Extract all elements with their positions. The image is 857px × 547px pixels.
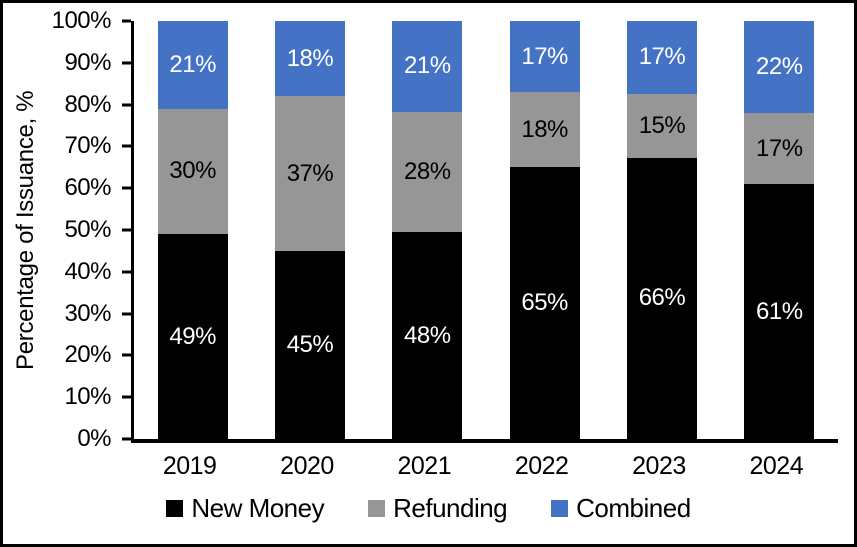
legend-label: Refunding	[393, 493, 508, 523]
y-axis-tick-label: 50%	[64, 216, 111, 243]
legend-item-new-money: New Money	[166, 493, 325, 524]
legend-label: Combined	[576, 493, 691, 523]
segment-data-label: 37%	[286, 159, 334, 187]
segment-new-money: 45%	[274, 250, 345, 439]
y-axis-tick-label: 70%	[64, 132, 111, 160]
x-axis-label-2021: 2021	[397, 452, 452, 480]
legend-item-combined: Combined	[551, 493, 691, 524]
segment-combined: 22%	[744, 21, 815, 113]
legend-swatch-icon	[368, 500, 386, 517]
segment-refunding: 15%	[626, 93, 697, 158]
segment-data-label: 28%	[404, 157, 451, 185]
segment-new-money: 48%	[392, 232, 463, 439]
y-axis-tick-mark	[122, 312, 131, 316]
segment-combined: 21%	[157, 21, 228, 109]
y-axis-tick-label: 40%	[64, 257, 111, 285]
segment-data-label: 17%	[638, 43, 686, 71]
segment-data-label: 17%	[756, 134, 803, 162]
segment-data-label: 65%	[521, 289, 568, 317]
y-axis-tick-mark	[122, 228, 131, 232]
segment-data-label: 45%	[286, 330, 334, 358]
segment-combined: 21%	[392, 21, 463, 112]
y-axis-tick-label: 100%	[51, 7, 112, 34]
legend-label: New Money	[191, 493, 325, 523]
y-axis-tick-mark	[122, 19, 131, 23]
segment-data-label: 22%	[756, 53, 803, 80]
y-axis-tick-label: 0%	[77, 425, 111, 452]
segment-refunding: 17%	[744, 112, 815, 185]
segment-combined: 17%	[509, 21, 580, 93]
segment-data-label: 49%	[169, 322, 216, 350]
bars-container: 49% 30% 21% 45% 37% 18% 48% 28% 21% 65% 18% 17% 66% 1…	[134, 21, 838, 439]
x-axis-label-2024: 2024	[749, 452, 804, 480]
segment-refunding: 37%	[274, 96, 345, 251]
plot-area: 49% 30% 21% 45% 37% 18% 48% 28% 21% 65% 18% 17% 66% 1…	[122, 19, 838, 443]
legend-swatch-icon	[551, 500, 569, 517]
bar-slot-2019: 49% 30% 21%	[134, 21, 251, 439]
y-axis-tick-mark	[122, 437, 131, 441]
segment-data-label: 21%	[169, 50, 216, 78]
segment-data-label: 66%	[638, 284, 686, 312]
y-axis-tick-mark	[122, 270, 131, 274]
segment-combined: 17%	[626, 21, 697, 94]
y-axis-tick-label: 10%	[64, 383, 111, 411]
y-axis-tick-mark	[122, 186, 131, 190]
segment-data-label: 18%	[286, 44, 334, 72]
stacked-bar-2024: 61% 17% 22%	[744, 21, 815, 439]
segment-new-money: 66%	[626, 157, 697, 439]
segment-combined: 18%	[274, 21, 345, 97]
y-axis-tick-mark	[122, 395, 131, 399]
x-axis-labels: 2019 2020 2021 2022 2023 2024	[131, 452, 835, 481]
segment-new-money: 49%	[157, 234, 228, 439]
y-axis-tick-mark	[122, 61, 131, 65]
bar-slot-2024: 61% 17% 22%	[721, 21, 838, 439]
y-axis-tick-label: 20%	[64, 341, 111, 369]
y-axis-tick-mark	[122, 353, 131, 357]
stacked-bar-2021: 48% 28% 21%	[392, 21, 463, 439]
x-axis-label-2019: 2019	[162, 452, 217, 480]
y-axis-tick-label: 60%	[64, 174, 111, 202]
y-axis-tick-labels: 0% 10% 20% 30% 40% 50% 60% 70% 80% 90% 100%	[3, 9, 112, 451]
stacked-bar-2023: 66% 15% 17%	[626, 21, 697, 439]
segment-data-label: 30%	[169, 157, 216, 185]
x-axis-label-2020: 2020	[280, 452, 334, 480]
bar-slot-2022: 65% 18% 17%	[486, 21, 603, 439]
y-axis-tick-label: 90%	[64, 48, 111, 76]
segment-refunding: 28%	[392, 111, 463, 233]
stacked-bar-2020: 45% 37% 18%	[274, 21, 345, 439]
segment-data-label: 18%	[521, 115, 568, 143]
bar-slot-2023: 66% 15% 17%	[603, 21, 720, 439]
segment-data-label: 21%	[404, 52, 451, 80]
legend-swatch-icon	[166, 500, 184, 517]
legend: New Money Refunding Combined	[3, 493, 854, 524]
bar-slot-2020: 45% 37% 18%	[251, 21, 368, 439]
segment-data-label: 17%	[521, 42, 568, 70]
legend-item-refunding: Refunding	[368, 493, 508, 524]
segment-refunding: 18%	[509, 92, 580, 168]
segment-new-money: 61%	[744, 184, 815, 439]
y-axis-tick-mark	[122, 103, 131, 107]
segment-refunding: 30%	[157, 108, 228, 235]
segment-data-label: 61%	[756, 297, 803, 325]
segment-new-money: 65%	[509, 167, 580, 439]
stacked-bar-2019: 49% 30% 21%	[157, 21, 228, 439]
bar-slot-2021: 48% 28% 21%	[369, 21, 486, 439]
y-axis-tick-label: 30%	[64, 299, 111, 327]
y-axis-tick-mark	[122, 144, 131, 148]
x-axis-label-2022: 2022	[514, 452, 569, 480]
segment-data-label: 15%	[638, 111, 686, 139]
y-axis-tick-label: 80%	[64, 90, 111, 118]
x-axis-label-2023: 2023	[632, 452, 686, 480]
stacked-bar-2022: 65% 18% 17%	[509, 21, 580, 439]
segment-data-label: 48%	[404, 321, 451, 349]
